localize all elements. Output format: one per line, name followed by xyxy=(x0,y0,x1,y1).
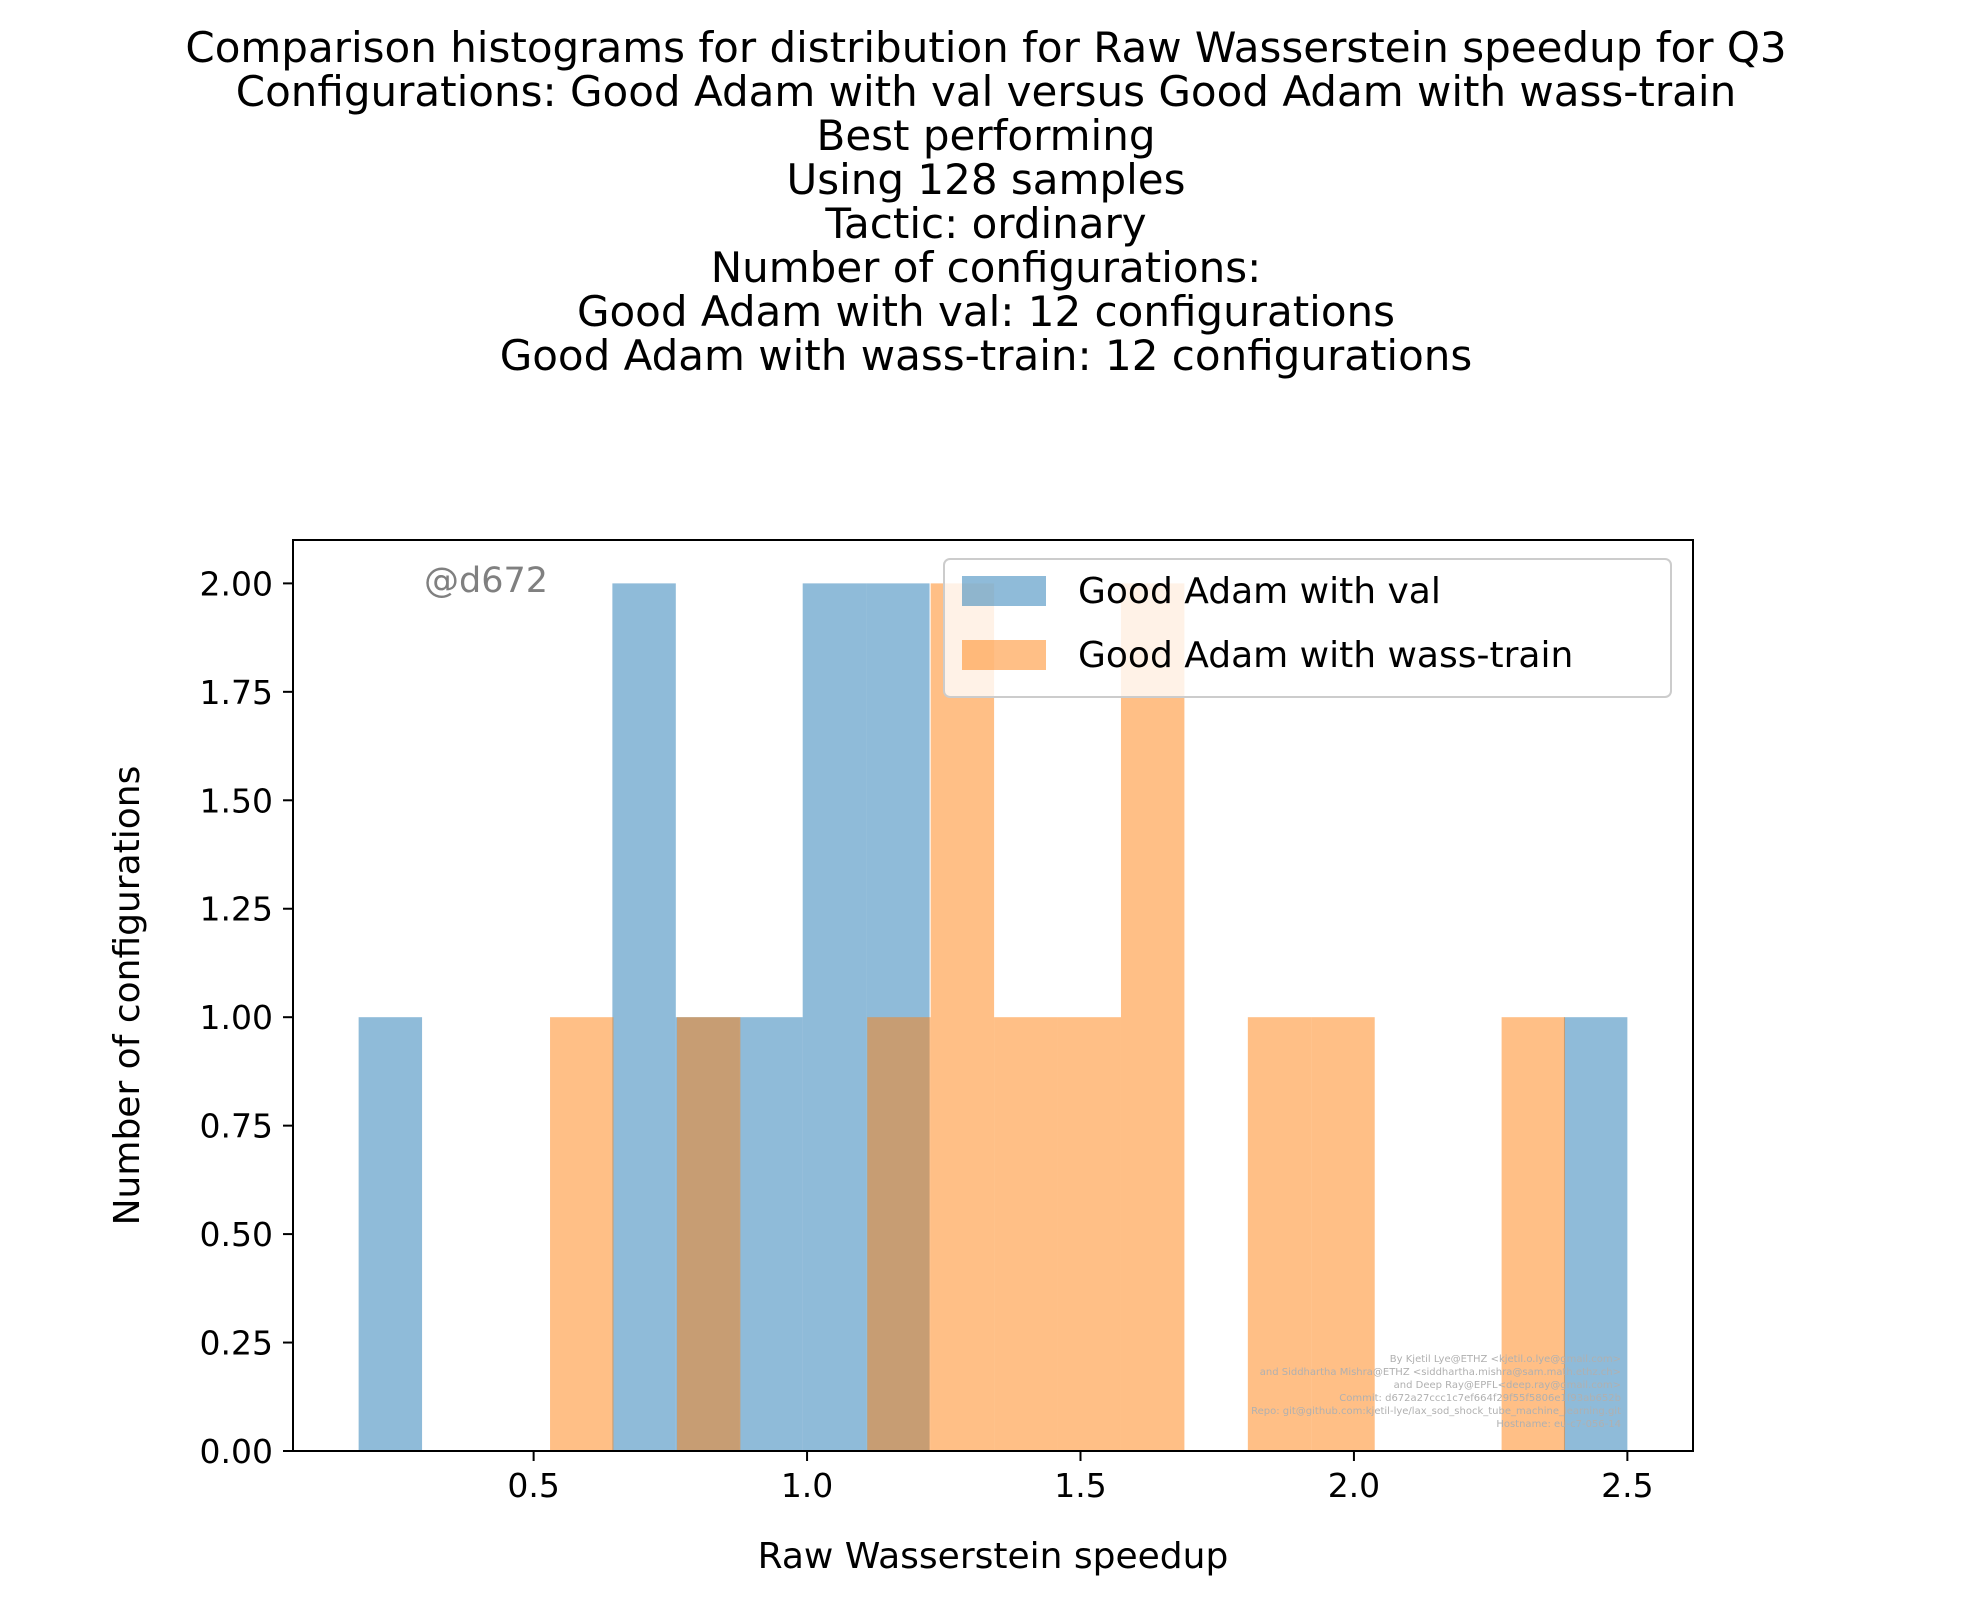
y-tick-label: 0.50 xyxy=(200,1215,273,1254)
x-axis-label: Raw Wasserstein speedup xyxy=(758,1536,1229,1577)
footer-line: and Deep Ray@EPFL<deep.ray@gmail.com> xyxy=(1394,1380,1621,1391)
x-tick-label: 1.0 xyxy=(781,1466,833,1505)
y-tick-label: 0.00 xyxy=(200,1432,273,1471)
histogram-bar-series-2 xyxy=(1501,1017,1566,1451)
legend-label: Good Adam with wass-train xyxy=(1078,635,1573,676)
footer-line: and Siddhartha Mishra@ETHZ <siddhartha.m… xyxy=(1260,1367,1621,1378)
histogram-bar-series-2 xyxy=(1311,1017,1375,1451)
legend-swatch xyxy=(962,576,1046,606)
y-tick-label: 1.25 xyxy=(200,890,273,929)
annotation-label: @d672 xyxy=(424,561,548,601)
title-line-2: Configurations: Good Adam with val versu… xyxy=(235,67,1737,116)
legend-box xyxy=(943,558,1672,698)
footer-line: Repo: git@github.com:kjetil-lye/lax_sod_… xyxy=(1251,1406,1621,1417)
y-tick-label: 1.00 xyxy=(200,998,273,1037)
footer-line: By Kjetil Lye@ETHZ <kjetil.o.lye@gmail.c… xyxy=(1390,1354,1621,1365)
y-tick-label: 0.75 xyxy=(200,1107,273,1146)
x-tick-label: 0.5 xyxy=(507,1466,559,1505)
title-line-7: Good Adam with val: 12 configurations xyxy=(576,287,1396,336)
footer-line: Commit: d672a27ccc1c7ef664f29f55f5806e1f… xyxy=(1339,1393,1621,1404)
title-line-3: Best performing xyxy=(816,111,1156,160)
histogram-bar-series-2 xyxy=(994,1017,1058,1451)
footer-line: Hostname: eu-c7-056-14 xyxy=(1496,1419,1621,1430)
histogram-bar-series-2 xyxy=(1057,1017,1121,1451)
histogram-bar-series-2 xyxy=(1120,583,1185,1451)
histogram-bar-series-2 xyxy=(1247,1017,1312,1451)
legend-swatch xyxy=(962,640,1046,670)
title-line-8: Good Adam with wass-train: 12 configurat… xyxy=(499,331,1473,380)
title-line-6: Number of configurations: xyxy=(710,243,1262,292)
histogram-bar-series-2 xyxy=(550,1017,614,1451)
x-tick-label: 1.5 xyxy=(1054,1466,1106,1505)
legend-label: Good Adam with val xyxy=(1078,571,1441,612)
y-tick-label: 1.50 xyxy=(200,781,273,820)
plot-frame xyxy=(292,539,1694,1452)
histogram-bar-series-2 xyxy=(867,1017,931,1451)
y-tick-label: 2.00 xyxy=(200,564,273,603)
title-line-4: Using 128 samples xyxy=(786,155,1186,204)
y-axis-label: Number of configurations xyxy=(107,766,148,1226)
histogram-bar-series-1 xyxy=(358,1017,423,1451)
title-line-5: Tactic: ordinary xyxy=(825,199,1147,248)
histogram-bar-series-1 xyxy=(1563,1017,1628,1451)
histogram-bar-series-1 xyxy=(612,583,676,1451)
histogram-bar-series-2 xyxy=(930,583,995,1451)
y-tick-label: 0.25 xyxy=(200,1324,273,1363)
histogram-bar-series-2 xyxy=(676,1017,741,1451)
histogram-bar-series-1 xyxy=(739,1017,803,1451)
y-tick-label: 1.75 xyxy=(200,673,273,712)
histogram-bar-series-1 xyxy=(802,583,867,1451)
x-tick-label: 2.0 xyxy=(1328,1466,1380,1505)
x-tick-label: 2.5 xyxy=(1601,1466,1653,1505)
title-line-1: Comparison histograms for distribution f… xyxy=(185,23,1787,72)
